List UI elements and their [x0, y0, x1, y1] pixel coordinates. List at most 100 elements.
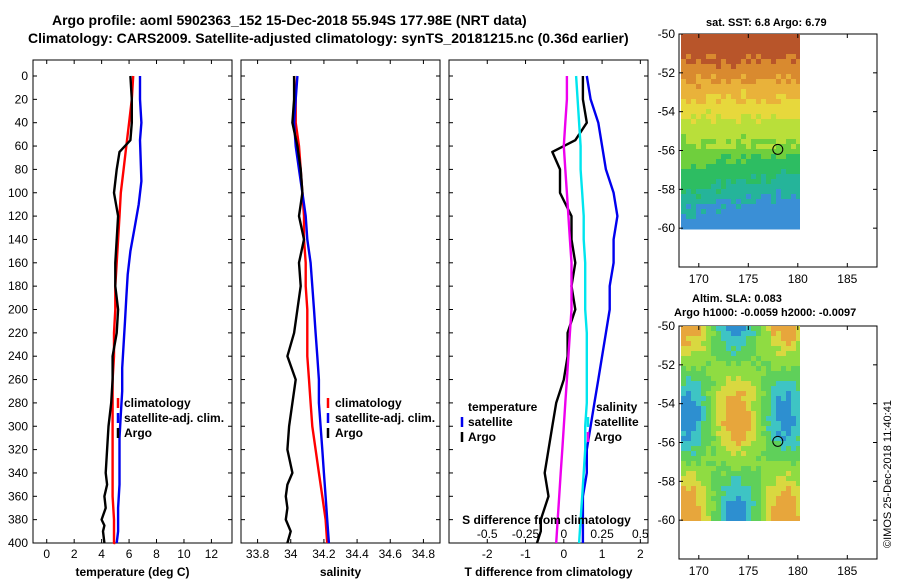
sla_map-cell	[791, 471, 797, 477]
sst_map-cell	[771, 209, 777, 215]
sla_map-cell	[791, 466, 797, 472]
sst_map-cell	[736, 54, 742, 60]
sla_map-cell	[781, 516, 787, 521]
sst_map-cell	[751, 79, 757, 85]
sla_map-cell	[746, 406, 752, 412]
sla_map-cell	[761, 361, 767, 367]
sst_map-cell	[716, 54, 722, 60]
sst_map-cell	[746, 54, 752, 60]
difference-xtick-label: 2	[637, 547, 644, 561]
sst_map-cell	[746, 89, 752, 95]
sla_map-cell	[706, 416, 712, 422]
sst_map-cell	[766, 159, 772, 165]
sla_map-cell	[716, 436, 722, 442]
sst_map-cell	[701, 219, 707, 225]
sst_map-cell	[716, 174, 722, 180]
sst_map-cell	[796, 174, 800, 180]
sla_map-cell	[786, 371, 792, 377]
sla_map-cell	[771, 396, 777, 402]
sst_map-cell	[756, 144, 762, 150]
sst_map-cell	[776, 174, 782, 180]
sla_map-cell	[786, 506, 792, 512]
sst_map-cell	[761, 174, 767, 180]
sla_map-cell	[681, 411, 687, 417]
sla_map-cell	[781, 396, 787, 402]
sst_map-cell	[681, 129, 687, 135]
sst_map-cell	[686, 54, 692, 60]
sla_map-cell	[746, 421, 752, 427]
sla_map-cell	[681, 516, 687, 521]
sst_map-cell	[701, 89, 707, 95]
sla_map-cell	[786, 511, 792, 517]
salinity-xtick-label: 34.6	[379, 547, 403, 561]
sla_map-cell	[781, 386, 787, 392]
sst_map-cell	[751, 94, 757, 100]
sst_map-cell	[761, 209, 767, 215]
sla_map-cell	[711, 476, 717, 482]
sla_map-cell	[726, 436, 732, 442]
sla_map-cell	[751, 341, 757, 347]
sst_map-cell	[761, 74, 767, 80]
sst_map-cell	[766, 169, 772, 175]
sst_map-cell	[731, 74, 737, 80]
sst_map-cell	[681, 44, 687, 50]
sla_map-cell	[726, 446, 732, 452]
sst_map-cell	[756, 89, 762, 95]
sla_map-cell	[776, 416, 782, 422]
sst_map-cell	[791, 89, 797, 95]
temperature-legend-label: climatology	[124, 396, 191, 410]
sst_map-cell	[776, 134, 782, 140]
sla_map-cell	[711, 486, 717, 492]
sla_map-cell	[686, 341, 692, 347]
sst_map-cell	[686, 79, 692, 85]
sla_map-cell	[791, 371, 797, 377]
sst_map-cell	[781, 99, 787, 105]
sst_map-cell	[716, 189, 722, 195]
sst_map-cell	[706, 204, 712, 210]
sla_map-cell	[771, 331, 777, 337]
sla_map-cell	[691, 491, 697, 497]
sla_map-cell	[741, 441, 747, 447]
sst_map-cell	[731, 194, 737, 200]
sst_map-cell	[686, 169, 692, 175]
sla_map-cell	[746, 451, 752, 457]
sla_map-cell	[711, 381, 717, 387]
sla_map-cell	[716, 461, 722, 467]
sla_map-cell	[716, 351, 722, 357]
sla_map-cell	[681, 346, 687, 352]
sst_map-cell	[701, 104, 707, 110]
sla_map-cell	[711, 361, 717, 367]
sla_map-cell	[791, 476, 797, 482]
sst_map-cell	[756, 39, 762, 45]
sst_map-cell	[781, 64, 787, 70]
sla_map-cell	[741, 331, 747, 337]
sst_map-cell	[716, 204, 722, 210]
sst_map-cell	[761, 169, 767, 175]
sst_map-cell	[781, 69, 787, 75]
sla_map-cell	[756, 361, 762, 367]
sst_map-cell	[796, 159, 800, 165]
sla_map-cell	[721, 366, 727, 372]
sla_map-cell	[746, 351, 752, 357]
sla_map-cell	[681, 426, 687, 432]
sst_map-cell	[761, 54, 767, 60]
depth-tick-label: 60	[15, 139, 29, 153]
sst_map-cell	[711, 214, 717, 220]
sst_map-cell	[786, 64, 792, 70]
sla_map-cell	[716, 426, 722, 432]
sst_map-cell	[701, 99, 707, 105]
sla_map-cell	[701, 421, 707, 427]
sst_map-cell	[706, 169, 712, 175]
salinity-panel: 33.8 34 34.2 34.4 34.6 34.8salinityclimatolog…	[240, 59, 441, 579]
sst_map-cell	[791, 129, 797, 135]
sla_map-cell	[776, 411, 782, 417]
sla_map-cell	[766, 366, 772, 372]
sst_map-cell	[736, 144, 742, 150]
sst_map-cell	[716, 224, 722, 230]
sst_map-cell	[731, 104, 737, 110]
sla_map-cell	[711, 331, 717, 337]
sst_map-cell	[736, 114, 742, 120]
sst_map-cell	[711, 144, 717, 150]
sst_map-cell	[741, 104, 747, 110]
sst_map-cell	[686, 209, 692, 215]
